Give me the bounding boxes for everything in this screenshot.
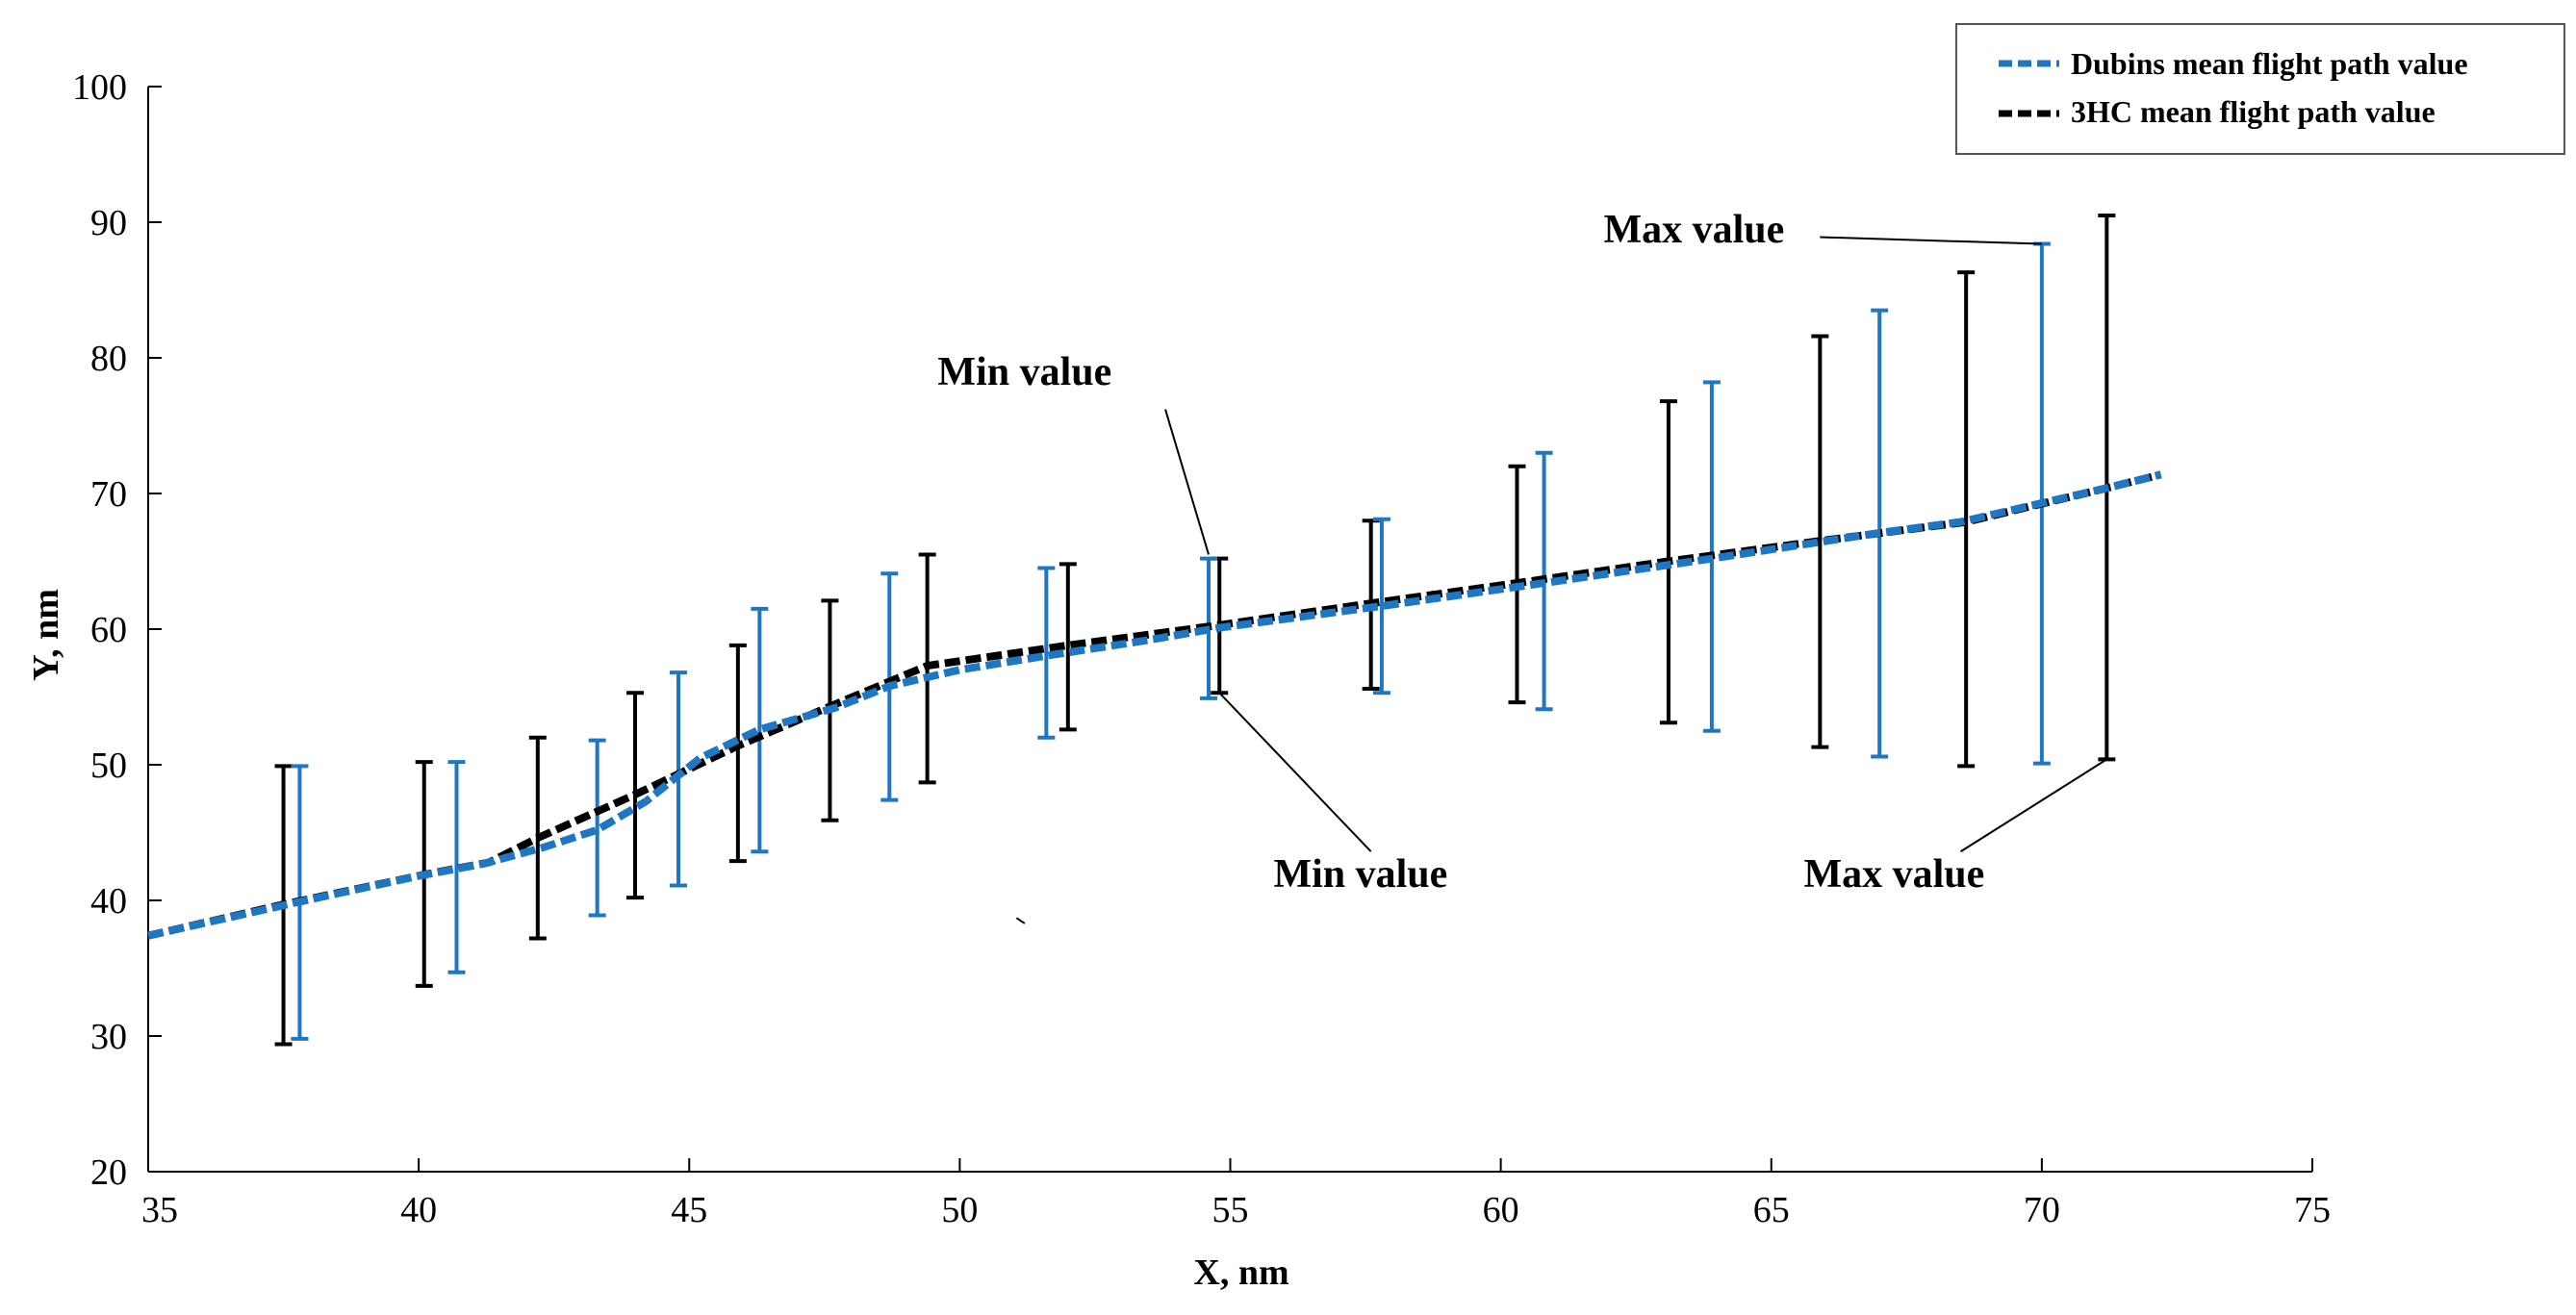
y-tick-label: 20	[90, 1152, 127, 1193]
y-tick-label: 90	[90, 203, 127, 243]
ann-min-bottom-label: Min value	[1273, 852, 1447, 897]
y-tick-label: 50	[90, 746, 127, 786]
error-bar	[1037, 566, 1056, 740]
ann-max-bottom-leader	[1960, 758, 2107, 853]
x-tick-label: 40	[400, 1190, 437, 1230]
error-bar	[728, 643, 747, 864]
x-tick-label: 55	[1212, 1190, 1249, 1230]
x-tick-label: 60	[1483, 1190, 1519, 1230]
x-tick-label: 45	[671, 1190, 707, 1230]
ann-min-top-leader	[1164, 409, 1210, 555]
series-lines	[147, 470, 2162, 940]
y-tick-label: 70	[90, 474, 127, 515]
y-tick-label: 80	[90, 339, 127, 379]
y-axis-label: Y, nm	[26, 589, 66, 681]
ann-min-bottom-leader	[1218, 692, 1372, 852]
x-tick-label: 50	[941, 1190, 978, 1230]
y-tick-label: 60	[90, 610, 127, 650]
stray-mark	[1015, 917, 1026, 924]
legend-box	[1955, 23, 2565, 155]
ann-max-top-label: Max value	[1603, 208, 1784, 252]
error-bar	[751, 606, 769, 854]
x-tick-label: 75	[2294, 1190, 2331, 1230]
annotations: Min value Min value Max value Max value	[937, 208, 2107, 924]
error-bar	[1811, 334, 1829, 749]
legend: Dubins mean flight path value 3HC mean f…	[1955, 23, 2565, 155]
x-tick-label: 35	[141, 1190, 178, 1230]
series-line-dubins	[147, 470, 2162, 940]
error-bar	[1957, 270, 1976, 769]
x-tick-label: 65	[1753, 1190, 1790, 1230]
x-axis-label: X, nm	[1193, 1252, 1288, 1293]
legend-label-dubins: Dubins mean flight path value	[2071, 46, 2468, 81]
series-line-3hc	[147, 470, 2162, 940]
error-bar	[588, 738, 606, 918]
ann-max-top-leader	[1820, 236, 2042, 245]
error-bar	[1058, 562, 1077, 732]
error-bar	[447, 760, 466, 974]
y-tick-label: 30	[90, 1017, 127, 1057]
axes: 35 40 45 50 55 60 65 70 75 20 30 40 50 60 70 80 90 100	[72, 67, 2331, 1230]
ann-max-bottom-label: Max value	[1803, 852, 1984, 897]
x-tick-label: 70	[2024, 1190, 2060, 1230]
legend-label-3hc: 3HC mean flight path value	[2071, 94, 2436, 129]
y-tick-label: 100	[72, 67, 127, 108]
error-bar	[1372, 517, 1390, 695]
ann-min-top-label: Min value	[937, 350, 1111, 394]
y-tick-label: 40	[90, 881, 127, 922]
